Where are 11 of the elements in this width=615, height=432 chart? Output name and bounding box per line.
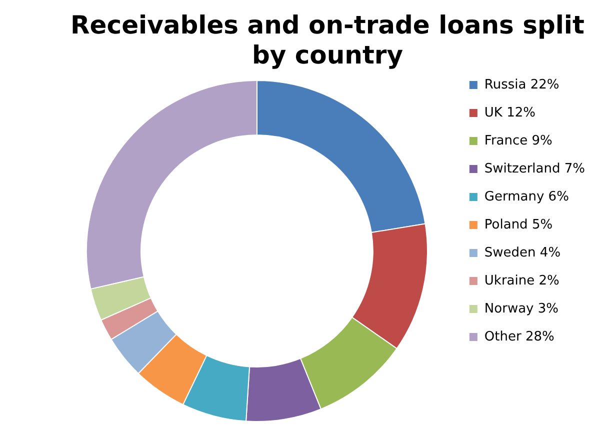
legend-label: UK 12% <box>484 105 536 120</box>
legend-label: Norway 3% <box>484 301 558 316</box>
legend-label: Sweden 4% <box>484 245 561 260</box>
legend-label: Other 28% <box>484 329 554 344</box>
legend-label: Russia 22% <box>484 77 560 92</box>
legend-label: France 9% <box>484 133 552 148</box>
chart-title: Receivables and on-trade loans split by country <box>70 10 584 70</box>
legend-label: Poland 5% <box>484 217 553 232</box>
legend-label: Germany 6% <box>484 189 569 204</box>
legend-label: Ukraine 2% <box>484 273 560 288</box>
legend-label: Switzerland 7% <box>484 161 586 176</box>
